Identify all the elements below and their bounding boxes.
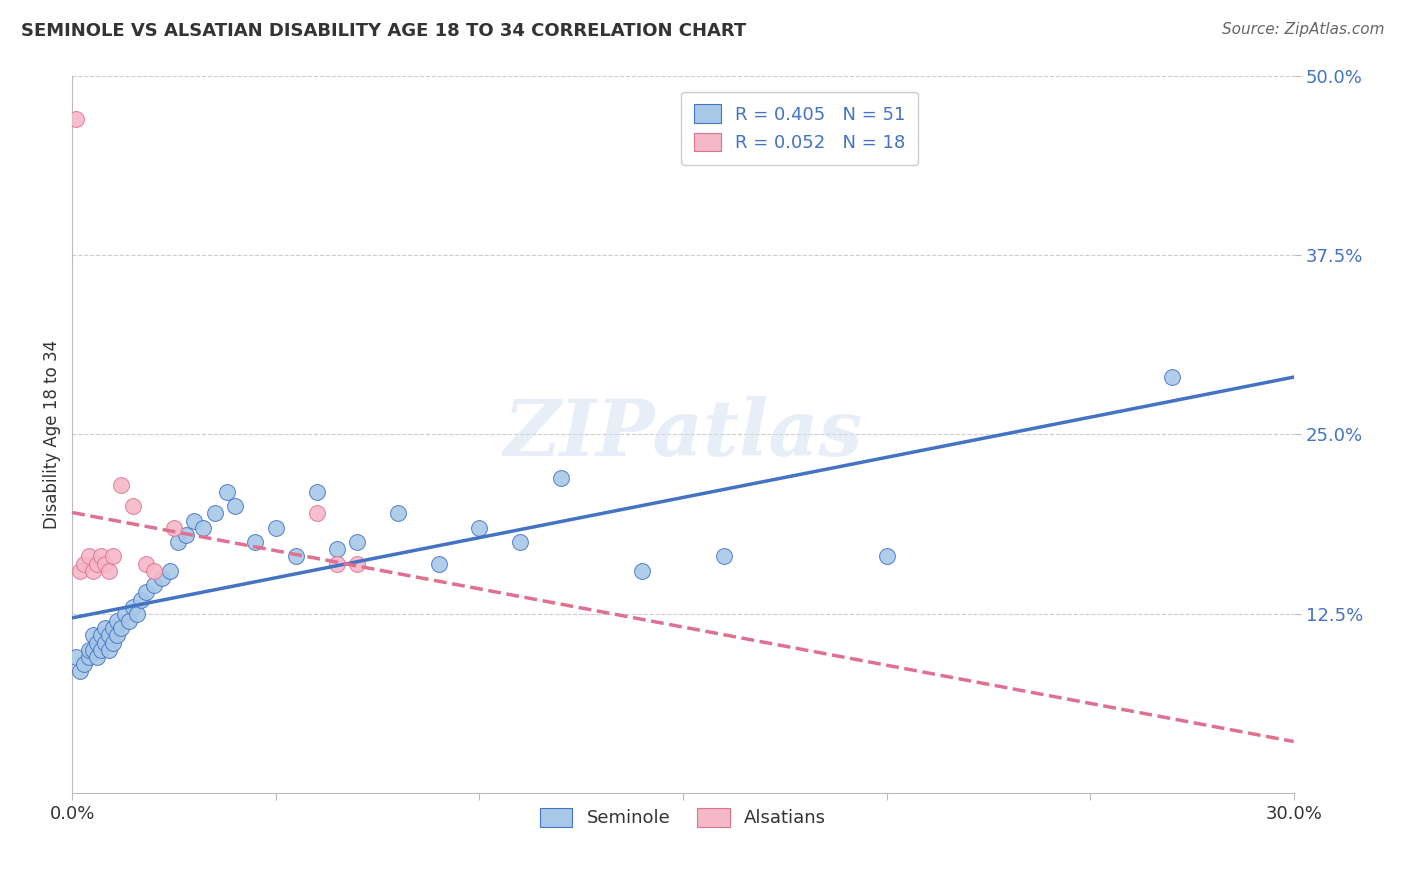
Text: ZIPatlas: ZIPatlas [503,396,863,473]
Point [86,635,108,649]
Point [127,607,149,621]
Point [90,549,112,564]
Point [204,507,226,521]
Point [82,628,104,642]
Point [142,564,165,578]
Point [69,665,91,679]
Point [101,621,124,635]
Point [134,557,156,571]
Text: Source: ZipAtlas.com: Source: ZipAtlas.com [1222,22,1385,37]
Point [468,521,491,535]
Point [86,650,108,665]
Point [224,500,246,514]
Point [90,642,112,657]
Text: SEMINOLE VS ALSATIAN DISABILITY AGE 18 TO 34 CORRELATION CHART: SEMINOLE VS ALSATIAN DISABILITY AGE 18 T… [21,22,747,40]
Point [134,585,156,599]
Point [110,621,132,635]
Point [94,635,117,649]
Point [77,642,100,657]
Point [101,549,124,564]
Point [1160,370,1182,384]
Y-axis label: Disability Age 18 to 34: Disability Age 18 to 34 [44,340,60,529]
Point [118,614,141,628]
Point [77,549,100,564]
Point [183,514,205,528]
Point [105,614,128,628]
Point [97,642,120,657]
Point [713,549,735,564]
Point [305,484,328,499]
Point [346,557,368,571]
Point [131,592,153,607]
Point [326,542,349,557]
Point [142,578,165,592]
Point [73,657,96,672]
Point [264,521,287,535]
Point [159,564,181,578]
Point [82,642,104,657]
Point [73,557,96,571]
Point [110,477,132,491]
Point [346,535,368,549]
Legend: Seminole, Alsatians: Seminole, Alsatians [533,801,834,835]
Point [550,470,572,484]
Point [97,628,120,642]
Point [94,621,117,635]
Point [114,607,136,621]
Point [305,507,328,521]
Point [150,571,173,585]
Point [82,564,104,578]
Point [94,557,117,571]
Point [427,557,450,571]
Point [122,500,145,514]
Point [105,628,128,642]
Point [69,564,91,578]
Point [163,521,186,535]
Point [101,635,124,649]
Point [387,507,409,521]
Point [97,564,120,578]
Point [285,549,308,564]
Point [86,557,108,571]
Point [509,535,531,549]
Point [174,528,197,542]
Point [167,535,190,549]
Point [631,564,654,578]
Point [215,484,238,499]
Point [90,628,112,642]
Point [245,535,267,549]
Point [65,112,87,126]
Point [122,599,145,614]
Point [191,521,214,535]
Point [77,650,100,665]
Point [876,549,898,564]
Point [65,650,87,665]
Point [326,557,349,571]
